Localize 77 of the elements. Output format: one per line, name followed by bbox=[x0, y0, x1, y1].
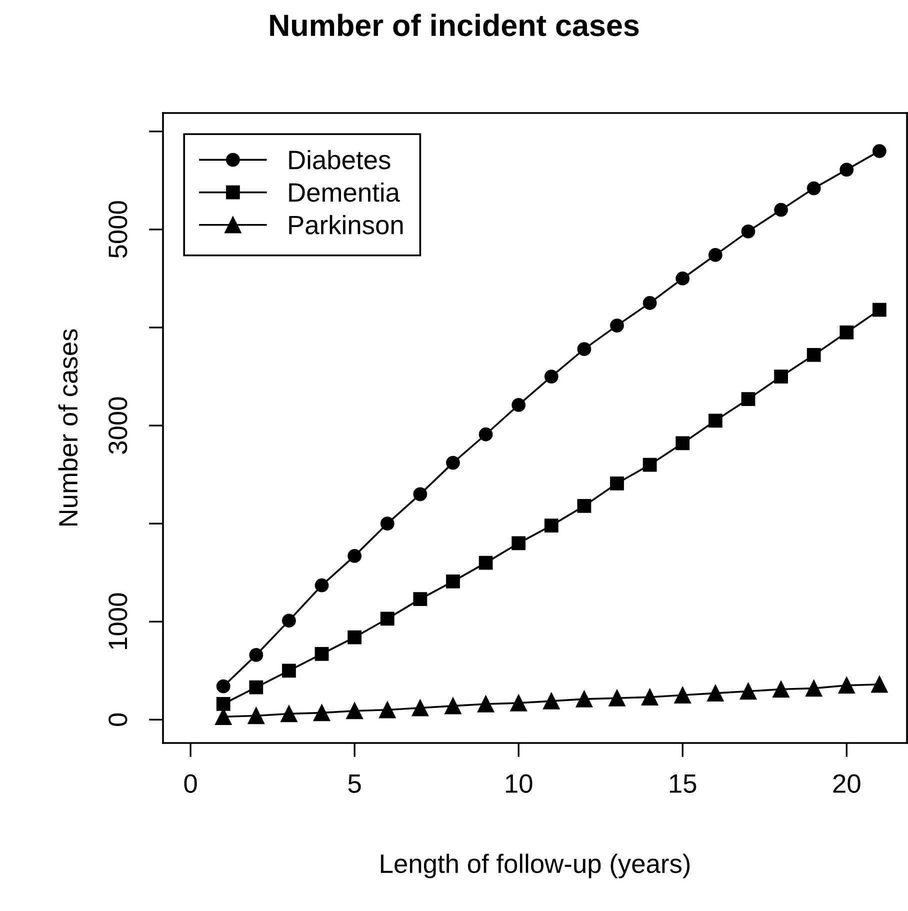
point bbox=[642, 296, 657, 310]
point bbox=[348, 630, 362, 644]
point bbox=[512, 536, 526, 550]
point bbox=[740, 682, 757, 700]
point bbox=[543, 692, 560, 710]
point bbox=[249, 648, 264, 662]
x-tick-label: 5 bbox=[348, 774, 361, 793]
point bbox=[838, 677, 855, 694]
point bbox=[280, 705, 298, 722]
point bbox=[249, 680, 264, 694]
point bbox=[872, 144, 886, 158]
point bbox=[478, 556, 493, 570]
point bbox=[608, 690, 626, 706]
y-axis-title: Number of cases bbox=[58, 329, 78, 526]
x-tick-label: 10 bbox=[506, 774, 532, 793]
point bbox=[446, 456, 460, 470]
point bbox=[380, 516, 394, 531]
x-tick-label: 15 bbox=[670, 774, 696, 793]
point bbox=[806, 680, 822, 697]
point bbox=[346, 702, 363, 720]
y-tick-label: 3000 bbox=[108, 397, 128, 454]
point bbox=[676, 272, 690, 286]
point bbox=[544, 370, 558, 384]
point bbox=[380, 612, 394, 626]
legend-label: Diabetes bbox=[289, 150, 390, 170]
point bbox=[674, 686, 691, 704]
legend-label: Parkinson bbox=[289, 214, 403, 234]
point bbox=[512, 398, 526, 412]
point bbox=[248, 707, 264, 724]
point bbox=[577, 342, 592, 356]
point bbox=[216, 697, 230, 711]
point bbox=[741, 224, 756, 238]
point bbox=[446, 574, 460, 588]
point bbox=[412, 700, 429, 716]
point bbox=[413, 592, 428, 606]
point bbox=[576, 690, 593, 708]
legend-label: Dementia bbox=[289, 182, 400, 202]
y-tick-label: 0 bbox=[108, 713, 128, 726]
y-tick-label: 1000 bbox=[108, 593, 128, 649]
y-tick-label: 5000 bbox=[108, 201, 128, 258]
point bbox=[708, 414, 722, 428]
point bbox=[348, 548, 362, 563]
point bbox=[840, 162, 854, 177]
point bbox=[477, 696, 494, 712]
x-tick-label: 20 bbox=[833, 774, 860, 793]
point bbox=[510, 694, 527, 712]
point bbox=[444, 698, 462, 714]
point bbox=[806, 181, 821, 196]
point bbox=[313, 704, 330, 722]
point bbox=[216, 679, 230, 694]
point bbox=[610, 318, 624, 332]
point bbox=[772, 680, 790, 698]
point bbox=[642, 458, 657, 472]
point bbox=[577, 498, 592, 513]
point bbox=[741, 392, 756, 406]
point bbox=[478, 427, 493, 442]
point bbox=[708, 248, 722, 262]
point bbox=[413, 487, 428, 502]
point bbox=[840, 325, 854, 340]
point bbox=[676, 436, 690, 450]
point bbox=[314, 647, 329, 661]
chart-title: Number of incident cases bbox=[270, 14, 639, 36]
x-axis-title: Length of follow-up (years) bbox=[380, 854, 690, 878]
point bbox=[379, 702, 396, 718]
point bbox=[544, 518, 558, 532]
point bbox=[314, 578, 329, 592]
point bbox=[806, 348, 821, 362]
x-tick-label: 0 bbox=[184, 774, 197, 793]
point bbox=[872, 302, 886, 317]
point bbox=[774, 370, 788, 384]
point bbox=[871, 676, 888, 693]
point bbox=[282, 614, 296, 628]
point bbox=[282, 664, 296, 678]
point bbox=[774, 202, 788, 217]
point bbox=[707, 684, 724, 702]
point bbox=[610, 476, 624, 490]
point bbox=[641, 688, 658, 706]
